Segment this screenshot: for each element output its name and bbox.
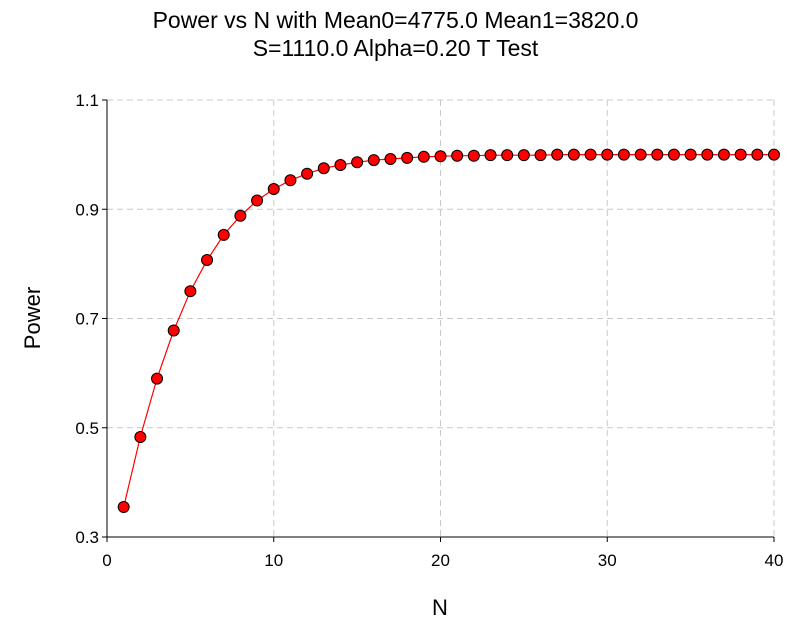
data-point bbox=[567, 148, 580, 161]
chart-title-line2: S=1110.0 Alpha=0.20 T Test bbox=[252, 35, 539, 61]
data-point bbox=[317, 162, 330, 175]
data-point bbox=[617, 148, 630, 161]
data-point bbox=[117, 500, 130, 513]
x-axis-label: N bbox=[432, 595, 448, 620]
data-point bbox=[467, 149, 480, 162]
data-point bbox=[434, 150, 447, 163]
data-point bbox=[534, 149, 547, 162]
data-point bbox=[734, 148, 747, 161]
x-tick-label: 0 bbox=[102, 551, 111, 570]
data-point bbox=[667, 148, 680, 161]
y-tick-label: 0.3 bbox=[75, 528, 99, 547]
data-point bbox=[184, 285, 197, 298]
x-tick-label: 20 bbox=[431, 551, 450, 570]
series-line bbox=[123, 154, 774, 508]
data-point bbox=[367, 154, 380, 167]
y-tick-label: 1.1 bbox=[75, 91, 99, 110]
y-axis-label: Power bbox=[20, 287, 45, 349]
data-point bbox=[301, 167, 314, 180]
y-tick-label: 0.9 bbox=[75, 200, 99, 219]
data-point bbox=[717, 148, 730, 161]
data-point bbox=[484, 149, 497, 162]
x-tick-label: 30 bbox=[598, 551, 617, 570]
data-point bbox=[151, 372, 164, 385]
y-tick-label: 0.5 bbox=[75, 419, 99, 438]
data-point bbox=[684, 148, 697, 161]
tick-labels: 0 10 20 30 40 0.3 0.5 0.7 0.9 1.1 bbox=[75, 91, 783, 570]
data-point bbox=[417, 150, 430, 163]
data-point bbox=[217, 228, 230, 241]
x-tick-label: 40 bbox=[765, 551, 784, 570]
x-tick-label: 10 bbox=[264, 551, 283, 570]
data-point bbox=[401, 151, 414, 164]
data-point bbox=[584, 148, 597, 161]
data-point bbox=[651, 148, 664, 161]
data-point bbox=[501, 149, 514, 162]
chart-title-line1: Power vs N with Mean0=4775.0 Mean1=3820.… bbox=[152, 7, 639, 33]
series-points bbox=[117, 148, 780, 513]
data-point bbox=[251, 194, 264, 207]
data-point bbox=[167, 324, 180, 337]
data-point bbox=[751, 148, 764, 161]
data-point bbox=[451, 149, 464, 162]
data-point bbox=[384, 152, 397, 165]
data-point bbox=[134, 431, 147, 444]
data-point bbox=[284, 174, 297, 187]
grid-lines bbox=[107, 99, 775, 537]
data-point bbox=[234, 209, 247, 222]
data-point bbox=[634, 148, 647, 161]
data-point bbox=[201, 254, 214, 267]
data-point bbox=[517, 149, 530, 162]
y-tick-label: 0.7 bbox=[75, 310, 99, 329]
data-point bbox=[768, 148, 780, 161]
data-point bbox=[551, 148, 564, 161]
data-point bbox=[334, 159, 347, 172]
data-point bbox=[701, 148, 714, 161]
data-point bbox=[267, 183, 280, 196]
data-point bbox=[601, 148, 614, 161]
data-point bbox=[351, 156, 364, 169]
